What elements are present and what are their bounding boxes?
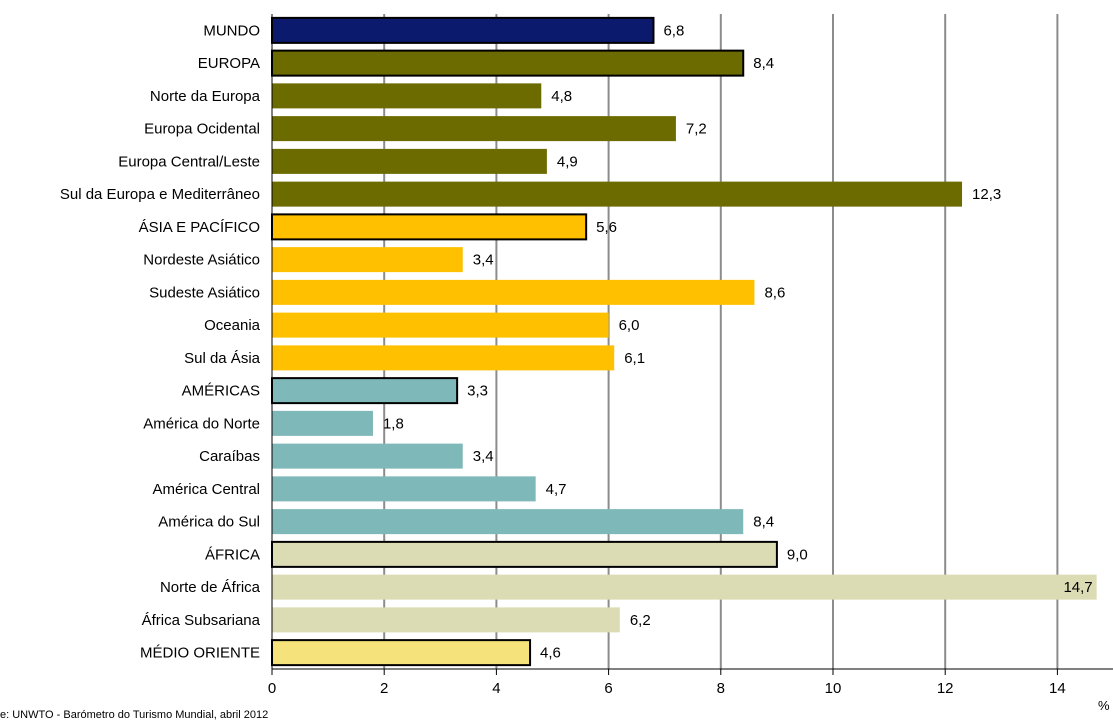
x-tick-label-14: 14 [1049,680,1066,697]
bar-16 [271,540,778,568]
x-axis: 0 2 4 6 8 10 12 14 [268,14,1113,697]
category-label-16: ÁFRICA [205,546,260,563]
value-label-7: 3,4 [473,252,494,269]
value-label-18: 6,2 [630,612,651,629]
category-label-8: Sudeste Asiático [149,284,260,301]
value-label-17: 14,7 [1063,579,1092,596]
value-label-2: 4,8 [551,88,572,105]
category-label-9: Oceania [204,317,261,334]
x-axis-unit-label: % [1098,698,1110,713]
bar-1 [271,49,745,77]
value-label-6: 5,6 [596,219,617,236]
bar-8 [272,279,755,305]
value-label-11: 3,3 [467,383,488,400]
bar-5 [272,181,963,207]
labels-group: MUNDO 6,8 EUROPA 8,4 Norte da Europa 4,8 Europ… [60,22,1093,661]
value-label-15: 8,4 [753,514,774,531]
bar-0 [271,16,655,44]
category-label-10: Sul da Ásia [184,350,261,367]
category-label-5: Sul da Europa e Mediterrâneo [60,186,260,203]
x-tick-label-10: 10 [825,680,842,697]
category-label-18: África Subsariana [142,612,261,629]
x-tick-label-4: 4 [492,680,500,697]
value-label-5: 12,3 [972,186,1001,203]
bar-14 [272,476,536,502]
category-label-2: Norte da Europa [150,88,261,105]
bar-2 [272,83,542,109]
value-label-8: 8,6 [764,284,785,301]
bar-3 [272,116,676,142]
bar-7 [272,247,463,273]
category-label-3: Europa Ocidental [144,121,260,138]
bar-10 [272,345,615,371]
x-tick-label-2: 2 [380,680,388,697]
value-label-10: 6,1 [624,350,645,367]
value-label-4: 4,9 [557,153,578,170]
value-label-9: 6,0 [619,317,640,334]
x-tick-label-8: 8 [717,680,725,697]
x-tick-label-6: 6 [604,680,612,697]
category-label-6: ÁSIA E PACÍFICO [139,219,260,236]
value-label-1: 8,4 [753,55,774,72]
bar-13 [272,443,463,469]
value-label-3: 7,2 [686,121,707,138]
category-label-11: AMÉRICAS [182,383,260,400]
bar-11 [271,377,459,405]
category-label-1: EUROPA [198,55,260,72]
grid-lines [383,14,1059,669]
x-tick-label-0: 0 [268,680,276,697]
source-note: Fonte: UNWTO - Barómetro do Turismo Mund… [0,709,269,721]
value-label-13: 3,4 [473,448,494,465]
category-label-14: América Central [152,481,260,498]
bar-17 [272,574,1097,600]
category-label-17: Norte de África [160,579,261,596]
bars-group [271,16,1097,667]
category-label-13: Caraíbas [199,448,260,465]
bar-18 [272,607,620,633]
bar-4 [272,148,547,174]
category-label-7: Nordeste Asiático [143,252,260,269]
category-label-19: MÉDIO ORIENTE [140,645,260,662]
value-label-16: 9,0 [787,546,808,563]
category-label-12: América do Norte [143,415,260,432]
x-tick-label-12: 12 [937,680,954,697]
bar-19 [271,639,532,667]
bar-15 [272,509,744,535]
bar-12 [272,410,373,436]
bar-6 [271,213,588,241]
category-label-15: América do Sul [158,514,260,531]
category-label-4: Europa Central/Leste [118,153,260,170]
bar-9 [272,312,609,338]
category-label-0: MUNDO [203,22,260,39]
value-label-12: 1,8 [383,415,404,432]
value-label-14: 4,7 [546,481,567,498]
value-label-0: 6,8 [663,22,684,39]
value-label-19: 4,6 [540,645,561,662]
